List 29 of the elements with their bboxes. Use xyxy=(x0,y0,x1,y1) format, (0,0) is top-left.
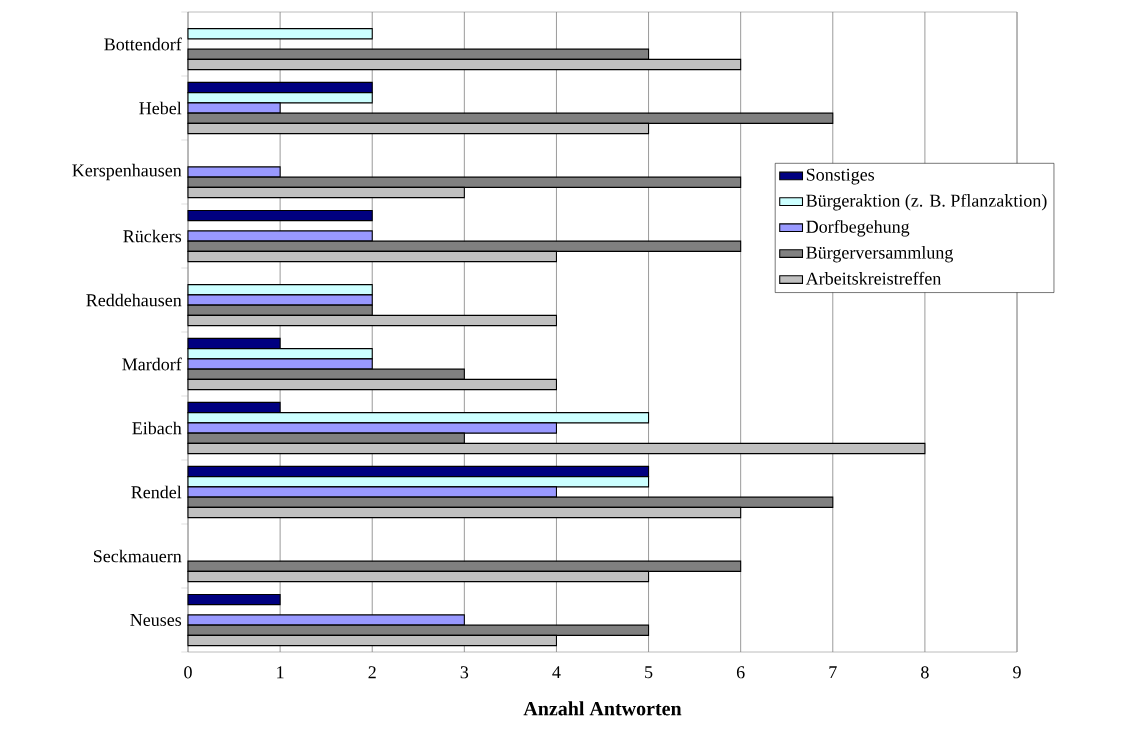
x-tick-label: 1 xyxy=(277,666,284,679)
y-tick-label: Bottendorf xyxy=(104,37,182,51)
y-tick-label: Rückers xyxy=(123,229,182,243)
y-tick-label: Reddehausen xyxy=(86,293,182,307)
legend-label: Arbeitskreistreffen xyxy=(805,271,942,285)
y-tick-label: Mardorf xyxy=(122,357,182,371)
x-tick-label: 8 xyxy=(921,666,929,679)
x-tick-label: 2 xyxy=(368,666,376,679)
x-tick-label: 5 xyxy=(645,666,653,679)
x-tick-label: 4 xyxy=(552,666,561,679)
x-tick-label: 7 xyxy=(829,666,837,679)
legend-label: Bürgerversammlung xyxy=(806,246,953,263)
legend-label: Bürgeraktion (z. B. Pflanzaktion) xyxy=(806,193,1047,211)
y-tick-label: Seckmauern xyxy=(93,549,182,563)
bar xyxy=(187,28,373,40)
x-tick-label: 9 xyxy=(1013,666,1021,679)
y-tick-label: Rendel xyxy=(131,485,182,499)
x-axis-title: Anzahl Antworten xyxy=(523,701,682,716)
bar xyxy=(187,209,373,222)
y-tick-label: Neuses xyxy=(130,614,182,626)
x-tick-label: 6 xyxy=(736,666,745,679)
x-tick-label: 0 xyxy=(184,666,192,679)
x-tick-label: 3 xyxy=(460,666,469,679)
y-tick-label: Eibach xyxy=(132,421,182,435)
legend-label: Sonstiges xyxy=(806,168,875,185)
y-tick-label: Kerspenhausen xyxy=(72,163,182,181)
y-tick-label: Hebel xyxy=(139,101,182,115)
legend-label: Dorfbegehung xyxy=(806,219,910,237)
bar xyxy=(187,593,281,606)
